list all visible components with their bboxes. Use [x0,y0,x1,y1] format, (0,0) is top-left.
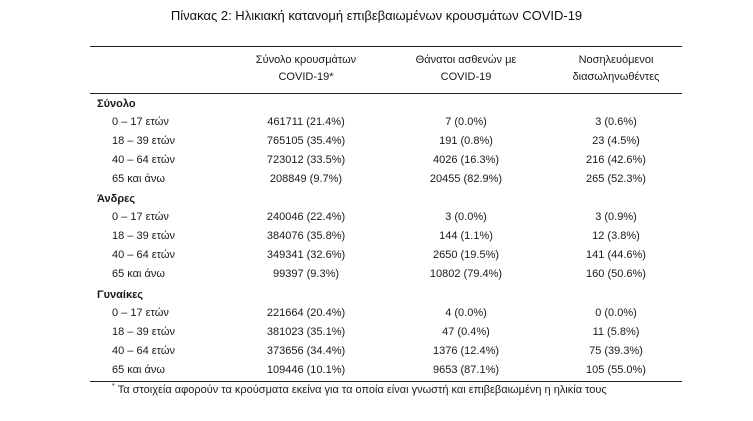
group-label: Γυναίκες [97,289,144,301]
intubated-cell: 3 (0.6%) [595,116,637,128]
deaths-cell: 2650 (19.5%) [432,249,500,261]
cases-cell: 384076 (35.8%) [266,230,346,242]
age-cell: 40 – 64 ετών [112,345,175,357]
deaths-cell: 47 (0.4%) [442,326,490,338]
group-label: Άνδρες [97,193,136,205]
table-bottom-rule [90,381,682,382]
table-top-rule [90,46,682,47]
deaths-cell: 4 (0.0%) [445,307,487,319]
cases-cell: 240046 (22.4%) [266,211,346,223]
table-row: 65 και άνω 99397 (9.3%) 10802 (79.4%) 160 (… [0,268,753,284]
cases-cell: 221664 (20.4%) [266,307,346,319]
cases-cell: 765105 (35.4%) [266,135,346,147]
intubated-cell: 0 (0.0%) [595,307,637,319]
intubated-cell: 12 (3.8%) [592,230,640,242]
cases-cell: 349341 (32.6%) [266,249,346,261]
cases-cell: 109446 (10.1%) [266,364,346,376]
deaths-cell: 1376 (12.4%) [432,345,500,357]
table-row: 18 – 39 ετών 765105 (35.4%) 191 (0.8%) 23 (… [0,135,753,151]
age-cell: 40 – 64 ετών [112,154,175,166]
table-row: 0 – 17 ετών 221664 (20.4%) 4 (0.0%) 0 (0.0%… [0,307,753,323]
table-title: Πίνακας 2: Ηλικιακή κατανομή επιβεβαιωμέ… [170,8,583,23]
age-cell: 18 – 39 ετών [112,230,175,242]
deaths-cell: 7 (0.0%) [445,116,487,128]
header-intubated-line2: διασωληνωθέντες [572,71,660,83]
table-row: 65 και άνω 109446 (10.1%) 9653 (87.1%) 105 … [0,364,753,380]
age-cell: 65 και άνω [112,268,165,280]
header-deaths: Θάνατοι ασθενών με COVID-19 [391,52,541,86]
table-header-rule [90,93,682,94]
table-row: 65 και άνω 208849 (9.7%) 20455 (82.9%) 265 … [0,173,753,189]
intubated-cell: 105 (55.0%) [586,364,646,376]
header-total-cases-line2: COVID-19* [278,71,334,83]
table-row: 0 – 17 ετών 240046 (22.4%) 3 (0.0%) 3 (0.9%… [0,211,753,227]
header-total-cases-line1: Σύνολο κρουσμάτων [255,54,357,66]
table-row: 18 – 39 ετών 381023 (35.1%) 47 (0.4%) 11 (5… [0,326,753,342]
footnote-marker: * [112,383,115,390]
age-cell: 0 – 17 ετών [112,211,169,223]
group-label: Σύνολο [97,98,136,110]
age-cell: 40 – 64 ετών [112,249,175,261]
deaths-cell: 144 (1.1%) [439,230,493,242]
intubated-cell: 141 (44.6%) [586,249,646,261]
table-row: 40 – 64 ετών 373656 (34.4%) 1376 (12.4%) 75… [0,345,753,361]
cases-cell: 373656 (34.4%) [266,345,346,357]
footnote: * Τα στοιχεία αφορούν τα κρούσματα εκείνα… [112,383,607,396]
deaths-cell: 20455 (82.9%) [429,173,503,185]
header-deaths-line1: Θάνατοι ασθενών με [415,54,517,66]
intubated-cell: 160 (50.6%) [586,268,646,280]
deaths-cell: 10802 (79.4%) [429,268,503,280]
cases-cell: 381023 (35.1%) [266,326,346,338]
footnote-text: Τα στοιχεία αφορούν τα κρούσματα εκείνα … [117,384,607,396]
age-cell: 0 – 17 ετών [112,307,169,319]
header-total-cases: Σύνολο κρουσμάτων COVID-19* [231,52,381,86]
age-cell: 18 – 39 ετών [112,326,175,338]
cases-cell: 208849 (9.7%) [269,173,343,185]
cases-cell: 723012 (33.5%) [266,154,346,166]
age-cell: 18 – 39 ετών [112,135,175,147]
intubated-cell: 216 (42.6%) [586,154,646,166]
age-cell: 65 και άνω [112,173,165,185]
table-row: 0 – 17 ετών 461711 (21.4%) 7 (0.0%) 3 (0.6%… [0,116,753,132]
cases-cell: 99397 (9.3%) [272,268,340,280]
age-cell: 65 και άνω [112,364,165,376]
intubated-cell: 3 (0.9%) [595,211,637,223]
age-cell: 0 – 17 ετών [112,116,169,128]
header-intubated-line1: Νοσηλευόμενοι [578,54,654,66]
intubated-cell: 265 (52.3%) [586,173,646,185]
header-intubated: Νοσηλευόμενοι διασωληνωθέντες [541,52,691,86]
deaths-cell: 4026 (16.3%) [432,154,500,166]
table-row: 40 – 64 ετών 349341 (32.6%) 2650 (19.5%) 14… [0,249,753,265]
cases-cell: 461711 (21.4%) [267,116,345,128]
deaths-cell: 191 (0.8%) [439,135,493,147]
intubated-cell: 23 (4.5%) [592,135,640,147]
deaths-cell: 3 (0.0%) [445,211,487,223]
table-row: 18 – 39 ετών 384076 (35.8%) 144 (1.1%) 12 (… [0,230,753,246]
intubated-cell: 75 (39.3%) [589,345,643,357]
table-row: 40 – 64 ετών 723012 (33.5%) 4026 (16.3%) 21… [0,154,753,170]
deaths-cell: 9653 (87.1%) [432,364,500,376]
header-deaths-line2: COVID-19 [440,71,492,83]
intubated-cell: 11 (5.8%) [592,326,640,338]
